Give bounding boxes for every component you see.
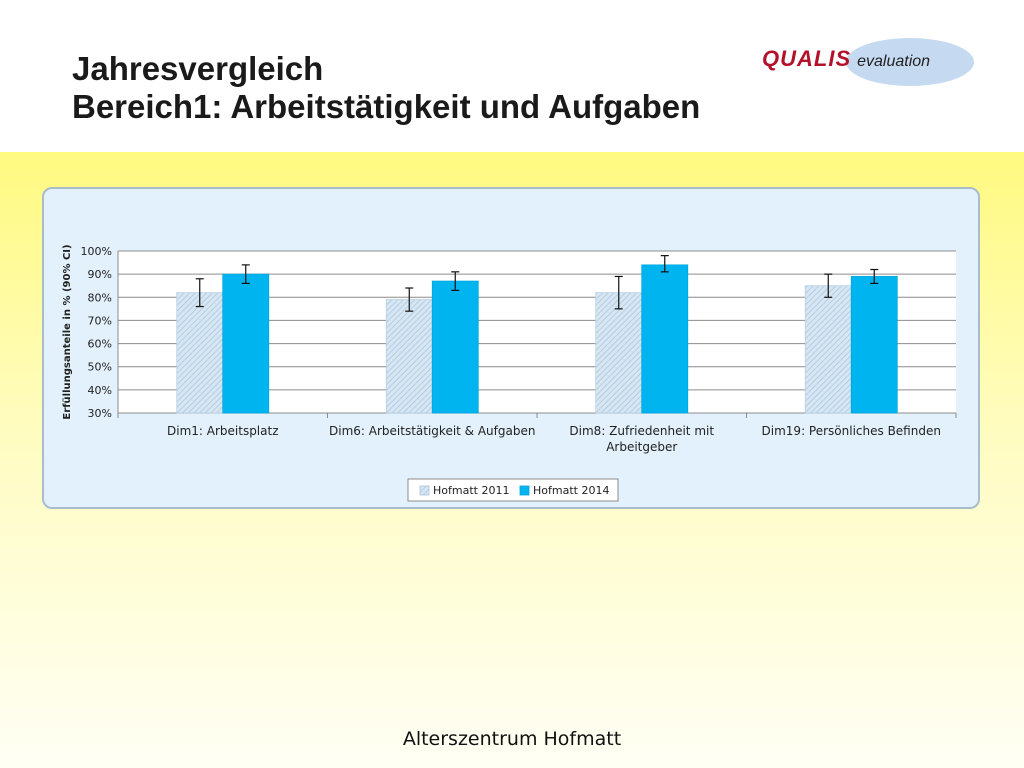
y-tick-label: 50%	[88, 361, 112, 374]
legend-box	[407, 478, 619, 502]
bar-hofmatt-2011	[804, 285, 852, 414]
bar-hofmatt-2014	[222, 273, 270, 414]
bar-hofmatt-2011	[385, 299, 433, 414]
logo-ellipse	[846, 38, 974, 86]
y-tick-label: 80%	[88, 291, 112, 304]
y-tick-label: 90%	[88, 268, 112, 281]
bar-hofmatt-2011	[176, 292, 224, 414]
y-axis-title: Erfüllungsanteile in % (90% CI)	[62, 244, 73, 419]
bar-hofmatt-2014	[641, 264, 689, 414]
x-category-label: Dim19: Persönliches Befinden	[762, 424, 941, 438]
y-tick-label: 100%	[81, 245, 112, 258]
legend-swatch	[519, 485, 530, 496]
x-category-label: Arbeitgeber	[606, 440, 677, 454]
bar-hofmatt-2014	[850, 276, 898, 414]
legend-label: Hofmatt 2011	[433, 484, 509, 497]
chart-panel: 30% 40% 50% 60% 70% 80% 90% 100% Dim1: Arbeitspl…	[42, 187, 980, 509]
logo-sub-text: evaluation	[857, 53, 931, 70]
bar-chart: 30% 40% 50% 60% 70% 80% 90% 100% Dim1: Arbeitspl…	[62, 244, 957, 502]
qualis-logo: QUALIS evaluation	[760, 38, 990, 86]
y-tick-label: 60%	[88, 338, 112, 351]
footer-text: Alterszentrum Hofmatt	[402, 728, 622, 750]
slide-title-line1: Jahresvergleich	[72, 50, 324, 87]
x-category-label: Dim6: Arbeitstätigkeit & Aufgaben	[329, 424, 535, 438]
y-tick-label: 40%	[88, 384, 112, 397]
slide-title-line2: Bereich1: Arbeitstätigkeit und Aufgaben	[72, 88, 701, 125]
slide-title: Jahresvergleich Bereich1: Arbeitstätigke…	[72, 50, 700, 126]
x-category-label: Dim8: Zufriedenheit mit	[569, 424, 714, 438]
legend-swatch	[419, 485, 430, 496]
bar-hofmatt-2011	[595, 292, 643, 414]
x-category-label: Dim1: Arbeitsplatz	[167, 424, 279, 438]
bar-hofmatt-2014	[431, 280, 479, 414]
legend-label: Hofmatt 2014	[533, 484, 609, 497]
logo-main-text: QUALIS	[762, 46, 852, 71]
logo-text: QUALIS evaluation	[762, 46, 930, 72]
y-tick-label: 70%	[88, 314, 112, 327]
y-tick-label: 30%	[88, 407, 112, 420]
